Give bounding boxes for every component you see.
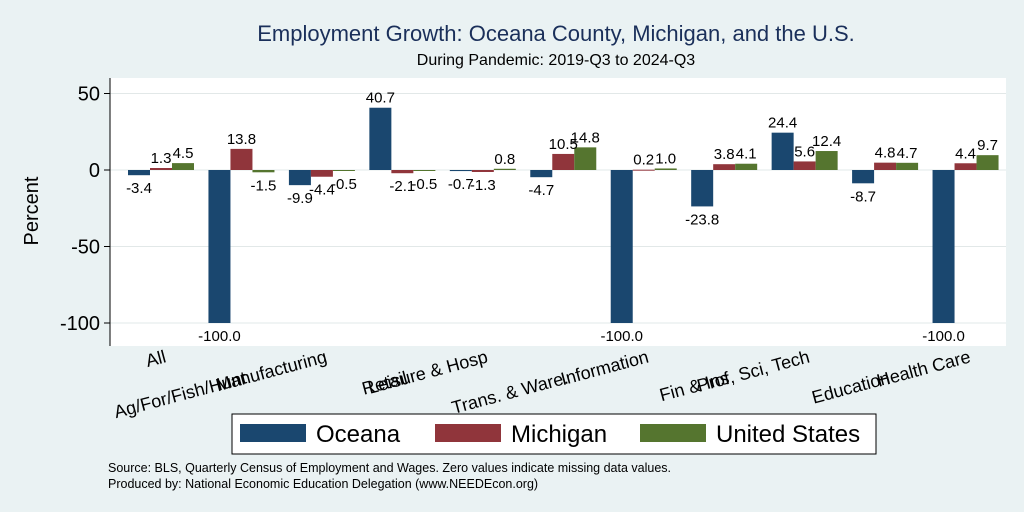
- bar-united-states: [252, 170, 275, 173]
- data-label: 4.5: [173, 145, 194, 162]
- bar-michigan: [954, 163, 977, 170]
- data-label: 10.5: [549, 136, 578, 153]
- bar-oceana: [691, 170, 714, 207]
- data-label: -0.5: [411, 176, 437, 193]
- legend-swatch-united-states: [640, 424, 706, 442]
- data-label: 1.3: [151, 150, 172, 167]
- y-tick-label: 50: [78, 84, 100, 106]
- data-label: 24.4: [768, 115, 797, 132]
- bar-oceana: [128, 170, 150, 176]
- chart-subtitle: During Pandemic: 2019-Q3 to 2024-Q3: [417, 52, 695, 69]
- data-label: -100.0: [600, 328, 643, 345]
- data-label: -100.0: [922, 328, 965, 345]
- bar-michigan: [471, 170, 494, 172]
- data-label: -9.9: [287, 190, 313, 207]
- bar-michigan: [713, 164, 736, 170]
- bar-oceana: [771, 132, 794, 170]
- legend-box: [231, 413, 877, 455]
- y-axis-title: Percent: [21, 176, 43, 245]
- bar-united-states: [896, 162, 919, 170]
- bar-united-states: [815, 151, 838, 170]
- bar-united-states: [654, 168, 677, 170]
- data-label: 4.8: [875, 145, 896, 162]
- bar-michigan: [310, 170, 333, 177]
- data-label: -1.5: [251, 177, 277, 194]
- legend-label-united-states: United States: [716, 421, 860, 448]
- legend-swatch-oceana: [240, 424, 306, 442]
- data-labels: -3.4 -100.0 -9.9 40.7 -0.7 -4.7 -100.0 -23.8 24.…: [126, 90, 998, 345]
- data-label: -100.0: [198, 328, 241, 345]
- chart-title: Employment Growth: Oceana County, Michig…: [257, 21, 855, 46]
- data-label: -2.1: [389, 178, 415, 195]
- data-label: 13.8: [227, 131, 256, 148]
- bar-united-states: [574, 147, 597, 170]
- bar-michigan: [230, 148, 253, 170]
- data-label: 4.4: [955, 145, 976, 162]
- data-label: 0.8: [494, 151, 515, 168]
- producer-note: Produced by: National Economic Education…: [108, 477, 538, 491]
- data-label: 9.7: [977, 137, 998, 154]
- data-label: 5.6: [794, 143, 815, 160]
- bar-oceana: [852, 170, 875, 184]
- bar-michigan: [391, 170, 414, 174]
- bar-michigan: [874, 162, 897, 170]
- bar-michigan: [150, 168, 172, 170]
- y-tick-label: -100: [60, 313, 100, 335]
- y-axis: 50 0 -50 -100: [60, 78, 111, 346]
- source-note: Source: BLS, Quarterly Census of Employm…: [108, 461, 671, 475]
- legend: Oceana Michigan United States: [231, 413, 877, 455]
- data-label: 0.2: [633, 152, 654, 169]
- bar-oceana: [369, 107, 392, 170]
- data-label: -3.4: [126, 180, 152, 197]
- bar-united-states: [172, 163, 194, 170]
- data-label: 3.8: [714, 146, 735, 163]
- legend-label-oceana: Oceana: [316, 421, 401, 448]
- data-label: -23.8: [685, 211, 719, 228]
- data-label: -1.3: [470, 177, 496, 194]
- data-label: -4.4: [309, 182, 335, 199]
- legend-swatch-michigan: [435, 424, 501, 442]
- bar-michigan: [632, 169, 655, 171]
- bars: [128, 107, 999, 323]
- bar-oceana: [610, 170, 633, 323]
- data-label: -8.7: [850, 188, 876, 205]
- data-label: -0.5: [331, 176, 357, 193]
- bar-michigan: [793, 161, 816, 170]
- bar-united-states: [976, 155, 999, 170]
- data-label: 4.7: [897, 145, 918, 162]
- data-label: 1.0: [655, 150, 676, 167]
- data-label: 12.4: [812, 133, 841, 150]
- bar-united-states: [493, 168, 516, 170]
- bar-oceana: [208, 170, 231, 323]
- bar-michigan: [552, 153, 575, 170]
- data-label: -0.7: [448, 176, 474, 193]
- legend-label-michigan: Michigan: [511, 421, 607, 448]
- plot-area: [110, 78, 1006, 346]
- bar-oceana: [288, 170, 311, 186]
- bar-united-states: [413, 170, 436, 171]
- bar-oceana: [530, 170, 553, 178]
- bar-oceana: [932, 170, 955, 323]
- bar-oceana: [449, 170, 472, 172]
- data-label: 40.7: [366, 90, 395, 107]
- data-label: 4.1: [736, 146, 757, 163]
- bar-united-states: [735, 163, 758, 170]
- y-tick-label: 0: [89, 160, 100, 182]
- y-tick-label: -50: [71, 237, 100, 259]
- data-label: 14.8: [571, 129, 600, 146]
- data-label: -4.7: [528, 182, 554, 199]
- bar-united-states: [332, 170, 355, 171]
